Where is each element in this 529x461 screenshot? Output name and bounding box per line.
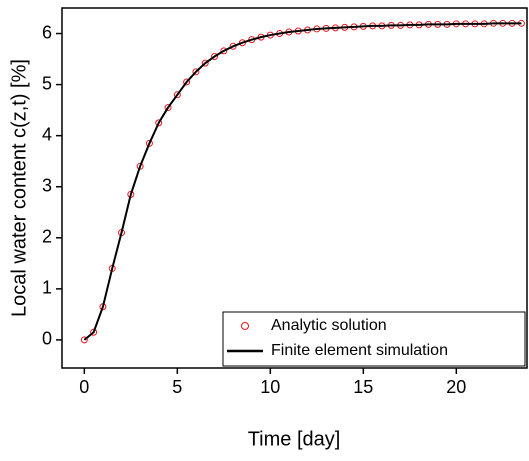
x-tick-label: 5 <box>172 377 182 397</box>
data-point <box>229 42 237 50</box>
x-tick-label: 10 <box>260 377 280 397</box>
x-tick-label: 15 <box>353 377 373 397</box>
y-axis-label: Local water content c(z,t) [%] <box>8 59 30 317</box>
legend-label: Finite element simulation <box>271 342 448 359</box>
data-point <box>220 47 228 55</box>
x-tick-label: 0 <box>79 377 89 397</box>
y-tick-label: 6 <box>42 22 52 42</box>
y-tick-label: 2 <box>42 227 52 247</box>
data-point <box>173 91 181 99</box>
y-tick-label: 0 <box>42 329 52 349</box>
data-point <box>192 68 200 76</box>
data-point <box>201 59 209 67</box>
data-point <box>155 119 163 127</box>
y-tick-label: 4 <box>42 124 52 144</box>
data-point <box>164 104 172 112</box>
plot-frame <box>61 7 528 369</box>
data-point <box>211 53 219 61</box>
x-tick-label: 20 <box>446 377 466 397</box>
x-axis-label: Time [day] <box>248 428 341 450</box>
data-line <box>83 22 522 341</box>
y-tick-label: 3 <box>42 175 52 195</box>
data-point <box>183 78 191 86</box>
y-tick-label: 1 <box>42 278 52 298</box>
data-point <box>145 139 153 147</box>
legend-box <box>222 311 526 367</box>
legend-marker <box>241 322 249 330</box>
data-point <box>80 336 88 344</box>
y-tick-label: 5 <box>42 73 52 93</box>
data-point <box>90 328 98 336</box>
legend-label: Analytic solution <box>271 317 387 334</box>
